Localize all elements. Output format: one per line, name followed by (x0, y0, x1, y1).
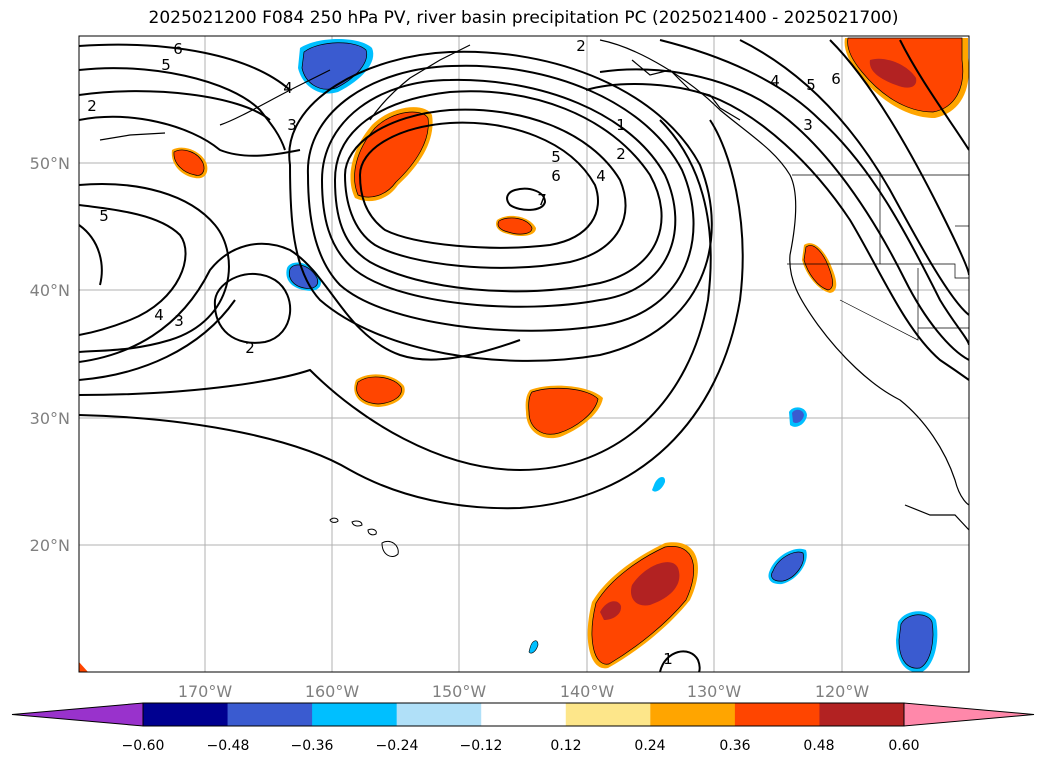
coastline (99, 39, 969, 531)
colorbar-tick-label: 0.48 (803, 738, 834, 754)
colorbar: −0.60 −0.48 −0.36 −0.24 −0.12 0.12 0.24 … (11, 702, 1035, 754)
colorbar-tick-label: −0.36 (291, 738, 334, 754)
colorbar-over-extend (903, 702, 1035, 727)
colorbar-bin (650, 703, 736, 726)
lat-label: 40°N (30, 281, 70, 300)
contour-label: 2 (576, 37, 586, 55)
positive-anomaly-blob (525, 385, 603, 439)
longitude-labels: 170°W 160°W 150°W 140°W 130°W 120°W (178, 682, 870, 701)
colorbar-bin (481, 703, 567, 726)
contour-label: 4 (596, 167, 606, 185)
positive-anomaly-blob (354, 374, 405, 407)
latitude-labels: 50°N 40°N 30°N 20°N (30, 154, 70, 555)
colorbar-bin (819, 703, 905, 726)
contour-label: 2 (245, 339, 255, 357)
contour-label: 6 (173, 40, 183, 58)
map-title: 2025021200 F084 250 hPa PV, river basin … (148, 8, 899, 28)
colorbar-bins (143, 703, 905, 726)
negative-anomaly-blob (528, 640, 539, 654)
colorbar-bin (734, 703, 820, 726)
map-frame (78, 35, 970, 673)
colorbar-bin (143, 703, 229, 726)
positive-anomaly-blob (496, 215, 536, 236)
colorbar-tick-label: −0.12 (460, 738, 503, 754)
positive-anomaly-blob (844, 37, 969, 118)
colorbar-tick-label: −0.48 (207, 738, 250, 754)
contour-label: 5 (551, 148, 561, 166)
lat-label: 50°N (30, 154, 70, 173)
contour-label: 6 (831, 70, 841, 88)
lon-label: 120°W (815, 682, 870, 701)
colorbar-tick-label: 0.36 (719, 738, 750, 754)
negative-anomaly-blob (768, 548, 807, 585)
positive-anomaly-blob (79, 662, 88, 672)
contour-label: 3 (803, 116, 813, 134)
colorbar-bin (565, 703, 651, 726)
negative-anomaly-blob (896, 611, 938, 672)
contour-labels: 6 5 4 3 2 5 4 3 2 7 6 5 4 2 1 2 4 5 6 3 … (87, 37, 841, 668)
lat-label: 30°N (30, 409, 70, 428)
lat-label: 20°N (30, 536, 70, 555)
lon-label: 130°W (687, 682, 742, 701)
hawaii-islands (329, 517, 399, 557)
colorbar-tick-label: −0.60 (122, 738, 165, 754)
colorbar-under-extend (11, 702, 144, 727)
contour-label: 1 (616, 116, 626, 134)
negative-anomaly-blob (789, 407, 807, 427)
contour-label: 6 (551, 167, 561, 185)
state-borders (787, 174, 969, 341)
negative-anomaly-blob (652, 476, 666, 492)
contour-label: 4 (283, 79, 293, 97)
contour-label: 3 (287, 116, 297, 134)
contour-label: 1 (663, 650, 673, 668)
positive-anomaly-blob (802, 243, 837, 293)
lon-label: 170°W (178, 682, 233, 701)
colorbar-tick-label: 0.12 (550, 738, 581, 754)
colorbar-tick-label: −0.24 (376, 738, 419, 754)
colorbar-ticks: −0.60 −0.48 −0.36 −0.24 −0.12 0.12 0.24 … (122, 738, 920, 754)
colorbar-bin (227, 703, 313, 726)
colorbar-tick-label: 0.60 (888, 738, 919, 754)
positive-anomaly-blob (171, 147, 208, 179)
colorbar-bin (396, 703, 482, 726)
contour-label: 4 (154, 306, 164, 324)
contour-label: 2 (616, 145, 626, 163)
contour-label: 5 (806, 76, 816, 94)
colorbar-outline (142, 702, 905, 727)
colorbar-bin (312, 703, 398, 726)
positive-anomaly-blob (587, 542, 698, 669)
contour-label: 4 (770, 72, 780, 90)
contour-label: 3 (174, 312, 184, 330)
contour-label: 7 (537, 191, 547, 209)
contour-label: 2 (87, 97, 97, 115)
lon-label: 160°W (305, 682, 360, 701)
map-panel (79, 36, 969, 672)
lon-label: 150°W (432, 682, 487, 701)
contour-label: 5 (99, 207, 109, 225)
colorbar-tick-label: 0.24 (634, 738, 665, 754)
contour-label: 5 (161, 56, 171, 74)
lon-label: 140°W (560, 682, 615, 701)
